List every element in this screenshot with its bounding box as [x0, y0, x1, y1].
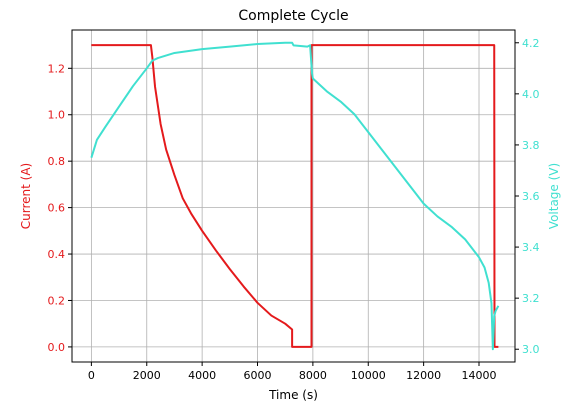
y-left-tick-label: 1.0 [48, 109, 66, 122]
y-left-tick-label: 0.6 [48, 202, 66, 215]
chart-title: Complete Cycle [238, 8, 348, 24]
y-axis-right-title: Voltage (V) [547, 163, 561, 229]
y-axis-left-title: Current (A) [19, 163, 33, 229]
y-right-tick-label: 4.0 [522, 88, 540, 101]
series-layer [90, 41, 500, 351]
x-tick-label: 12000 [406, 369, 441, 382]
x-tick-label: 14000 [462, 369, 497, 382]
series-line-current [91, 44, 499, 348]
y-right-tick-label: 3.0 [522, 343, 540, 356]
x-axis-title: Time (s) [268, 388, 318, 402]
y-left-tick-label: 0.0 [48, 341, 66, 354]
y-left-tick-label: 0.4 [48, 248, 66, 261]
series-line-voltage [90, 41, 500, 351]
y-right-tick-label: 4.2 [522, 37, 540, 50]
x-tick-label: 0 [88, 369, 95, 382]
x-tick-label: 10000 [351, 369, 386, 382]
y-axis-right: 3.0 3.2 3.4 3.6 3.8 4.0 4.2 [515, 37, 540, 356]
x-tick-label: 4000 [188, 369, 216, 382]
y-right-tick-label: 3.2 [522, 292, 540, 305]
grid [72, 30, 515, 362]
y-left-tick-label: 0.8 [48, 155, 66, 168]
y-left-tick-label: 1.2 [48, 62, 66, 75]
y-right-tick-label: 3.8 [522, 139, 540, 152]
x-tick-label: 8000 [299, 369, 327, 382]
x-tick-label: 2000 [133, 369, 161, 382]
y-right-tick-label: 3.4 [522, 241, 540, 254]
x-axis: 0 2000 4000 6000 8000 10000 12000 14000 [88, 362, 497, 382]
x-tick-label: 6000 [244, 369, 272, 382]
y-axis-left: 0.0 0.2 0.4 0.6 0.8 1.0 1.2 [48, 62, 72, 354]
y-right-tick-label: 3.6 [522, 190, 540, 203]
y-left-tick-label: 0.2 [48, 294, 66, 307]
